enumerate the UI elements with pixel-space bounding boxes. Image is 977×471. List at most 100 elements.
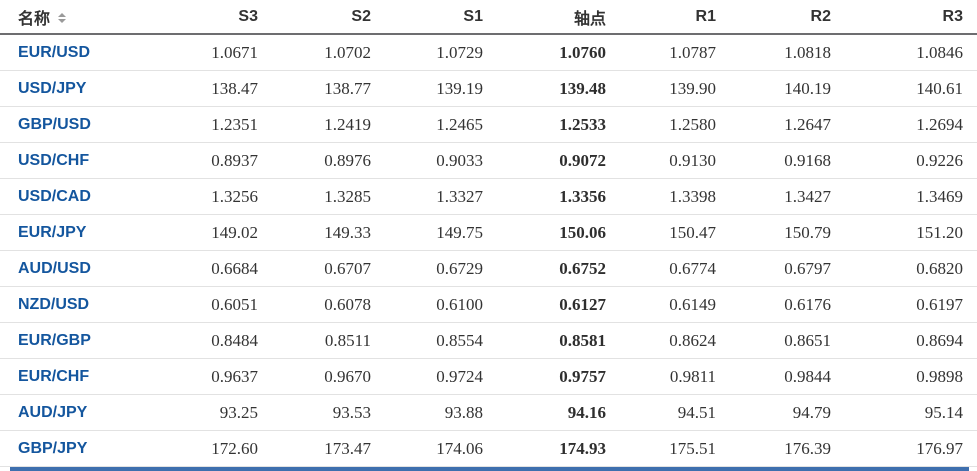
level-value: 95.14 — [845, 394, 977, 431]
level-value: 0.6100 — [385, 286, 497, 323]
level-value: 0.8976 — [272, 142, 385, 179]
level-value: 149.75 — [385, 214, 497, 251]
table-header-row: 名称 S3 S2 S1 轴点 R1 R2 R3 — [0, 0, 977, 35]
level-value: 149.02 — [170, 214, 272, 251]
level-value: 0.9637 — [170, 358, 272, 395]
level-value: 0.6078 — [272, 286, 385, 323]
table-row: EUR/USD 1.0671 1.0702 1.0729 1.0760 1.0787 1.0… — [0, 34, 977, 71]
level-value: 1.2647 — [730, 106, 845, 143]
level-value: 94.79 — [730, 394, 845, 431]
table-row: EUR/GBP 0.8484 0.8511 0.8554 0.8581 0.8624 0.8… — [0, 322, 977, 359]
pair-link[interactable]: EUR/CHF — [0, 358, 170, 395]
level-value: 0.8694 — [845, 322, 977, 359]
level-value: 0.9130 — [620, 142, 730, 179]
level-value: 1.3469 — [845, 178, 977, 215]
level-value: 0.6149 — [620, 286, 730, 323]
pair-link[interactable]: USD/JPY — [0, 70, 170, 107]
level-value: 175.51 — [620, 430, 730, 467]
pair-link[interactable]: EUR/GBP — [0, 322, 170, 359]
table-row: USD/CHF 0.8937 0.8976 0.9033 0.9072 0.9130 0.9… — [0, 142, 977, 179]
level-value: 1.2419 — [272, 106, 385, 143]
pair-link[interactable]: EUR/USD — [0, 34, 170, 71]
level-value: 0.9724 — [385, 358, 497, 395]
level-value: 93.53 — [272, 394, 385, 431]
level-value: 139.90 — [620, 70, 730, 107]
pair-link[interactable]: USD/CHF — [0, 142, 170, 179]
table-row: USD/CAD 1.3256 1.3285 1.3327 1.3356 1.3398 1.3… — [0, 178, 977, 215]
level-value: 0.6820 — [845, 250, 977, 287]
level-value: 1.3256 — [170, 178, 272, 215]
pivot-value: 0.9072 — [497, 142, 620, 179]
column-header-r2[interactable]: R2 — [730, 0, 845, 35]
bottom-accent-bar — [10, 467, 969, 471]
column-header-r1[interactable]: R1 — [620, 0, 730, 35]
level-value: 176.97 — [845, 430, 977, 467]
level-value: 1.0671 — [170, 34, 272, 71]
table-row: GBP/JPY 172.60 173.47 174.06 174.93 175.51 176… — [0, 430, 977, 467]
pair-link[interactable]: GBP/JPY — [0, 430, 170, 467]
pair-link[interactable]: NZD/USD — [0, 286, 170, 323]
level-value: 0.9168 — [730, 142, 845, 179]
level-value: 0.6197 — [845, 286, 977, 323]
level-value: 0.9844 — [730, 358, 845, 395]
level-value: 1.2351 — [170, 106, 272, 143]
table-row: NZD/USD 0.6051 0.6078 0.6100 0.6127 0.6149 0.6… — [0, 286, 977, 323]
pivot-value: 174.93 — [497, 430, 620, 467]
level-value: 0.6774 — [620, 250, 730, 287]
level-value: 0.9670 — [272, 358, 385, 395]
level-value: 174.06 — [385, 430, 497, 467]
column-header-s3[interactable]: S3 — [170, 0, 272, 35]
level-value: 1.0846 — [845, 34, 977, 71]
level-value: 0.6051 — [170, 286, 272, 323]
column-header-pivot[interactable]: 轴点 — [497, 0, 620, 35]
column-header-r3[interactable]: R3 — [845, 0, 977, 35]
level-value: 149.33 — [272, 214, 385, 251]
pair-link[interactable]: GBP/USD — [0, 106, 170, 143]
level-value: 1.2465 — [385, 106, 497, 143]
level-value: 0.6684 — [170, 250, 272, 287]
level-value: 0.6797 — [730, 250, 845, 287]
level-value: 0.8624 — [620, 322, 730, 359]
level-value: 1.0702 — [272, 34, 385, 71]
table-row: USD/JPY 138.47 138.77 139.19 139.48 139.90 140… — [0, 70, 977, 107]
pivot-value: 0.6752 — [497, 250, 620, 287]
column-header-s1[interactable]: S1 — [385, 0, 497, 35]
level-value: 94.51 — [620, 394, 730, 431]
pair-link[interactable]: AUD/JPY — [0, 394, 170, 431]
pivot-value: 94.16 — [497, 394, 620, 431]
level-value: 173.47 — [272, 430, 385, 467]
level-value: 150.47 — [620, 214, 730, 251]
pair-link[interactable]: AUD/USD — [0, 250, 170, 287]
pivot-value: 0.9757 — [497, 358, 620, 395]
level-value: 0.9898 — [845, 358, 977, 395]
level-value: 1.3398 — [620, 178, 730, 215]
column-header-name[interactable]: 名称 — [0, 0, 170, 35]
pivot-value: 1.0760 — [497, 34, 620, 71]
level-value: 0.8484 — [170, 322, 272, 359]
pivot-value: 139.48 — [497, 70, 620, 107]
level-value: 138.47 — [170, 70, 272, 107]
level-value: 0.9226 — [845, 142, 977, 179]
pivot-value: 150.06 — [497, 214, 620, 251]
table-row: EUR/CHF 0.9637 0.9670 0.9724 0.9757 0.9811 0.9… — [0, 358, 977, 395]
level-value: 0.8937 — [170, 142, 272, 179]
level-value: 1.3285 — [272, 178, 385, 215]
level-value: 0.8511 — [272, 322, 385, 359]
level-value: 1.3327 — [385, 178, 497, 215]
level-value: 1.2580 — [620, 106, 730, 143]
level-value: 140.19 — [730, 70, 845, 107]
level-value: 0.6176 — [730, 286, 845, 323]
column-header-s2[interactable]: S2 — [272, 0, 385, 35]
level-value: 0.9033 — [385, 142, 497, 179]
pair-link[interactable]: USD/CAD — [0, 178, 170, 215]
pair-link[interactable]: EUR/JPY — [0, 214, 170, 251]
sort-icon[interactable] — [58, 13, 67, 24]
pivot-value: 0.8581 — [497, 322, 620, 359]
level-value: 93.25 — [170, 394, 272, 431]
level-value: 0.9811 — [620, 358, 730, 395]
level-value: 0.8554 — [385, 322, 497, 359]
table-row: AUD/JPY 93.25 93.53 93.88 94.16 94.51 94.79 95.… — [0, 394, 977, 431]
level-value: 0.6729 — [385, 250, 497, 287]
level-value: 1.3427 — [730, 178, 845, 215]
